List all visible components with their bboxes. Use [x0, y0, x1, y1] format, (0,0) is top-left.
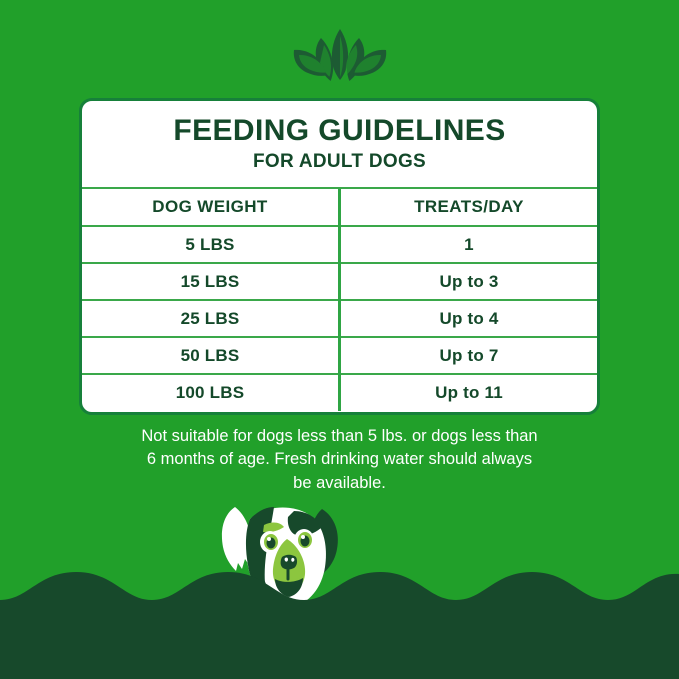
dog-chin-patch [275, 578, 303, 597]
cell-dog-weight: 5 LBS [82, 226, 341, 264]
cell-dog-weight: 50 LBS [82, 337, 341, 375]
table-row: 15 LBS Up to 3 [82, 263, 597, 301]
dog-left-eye-highlight [267, 537, 271, 541]
cell-treats-per-day: Up to 4 [339, 300, 597, 338]
table-row: 100 LBS Up to 11 [82, 374, 597, 411]
table-header-row: DOG WEIGHT TREATS/DAY [82, 189, 597, 227]
dog-nostril-right [291, 557, 295, 562]
dog-face-illustration [190, 495, 390, 615]
page-subtitle: FOR ADULT DOGS [252, 151, 427, 173]
grass-hill-shape [0, 572, 679, 679]
cell-dog-weight: 25 LBS [82, 300, 341, 338]
dog-nostril-left [284, 557, 288, 562]
table-header: DOG WEIGHT TREATS/DAY [82, 189, 597, 227]
table-row: 5 LBS 1 [82, 226, 597, 264]
disclaimer-line-2: 6 months of age. Fresh drinking water sh… [146, 450, 533, 469]
cell-dog-weight: 15 LBS [82, 263, 341, 301]
disclaimer-text: Not suitable for dogs less than 5 lbs. o… [80, 425, 599, 495]
dog-head-patch-right [287, 511, 322, 536]
logo-container [0, 28, 679, 84]
feeding-guidelines-card: FEEDING GUIDELINES FOR ADULT DOGS DOG WE… [79, 98, 600, 415]
dog-svg [221, 507, 338, 609]
table-row: 50 LBS Up to 7 [82, 337, 597, 375]
page-title: FEEDING GUIDELINES [173, 113, 506, 147]
column-header-treats-per-day: TREATS/DAY [339, 189, 597, 227]
column-header-dog-weight: DOG WEIGHT [82, 189, 341, 227]
dog-right-eye-highlight [301, 535, 305, 539]
cell-treats-per-day: Up to 3 [339, 263, 597, 301]
sprout-leaves-logo [293, 29, 386, 81]
disclaimer-line-1: Not suitable for dogs less than 5 lbs. o… [141, 427, 538, 445]
table-body: 5 LBS 1 15 LBS Up to 3 25 LBS Up to 4 50… [82, 226, 597, 411]
cell-treats-per-day: 1 [339, 226, 597, 264]
grass-hill-band [0, 572, 679, 679]
cell-dog-weight: 100 LBS [82, 374, 341, 411]
cell-treats-per-day: Up to 11 [435, 383, 503, 402]
dog-left-ear [221, 507, 252, 571]
dog-brow-green [263, 522, 284, 533]
disclaimer-line-3: be available. [293, 473, 386, 492]
table-row: 25 LBS Up to 4 [82, 300, 597, 338]
feeding-guidelines-table: DOG WEIGHT TREATS/DAY 5 LBS 1 15 LBS Up … [82, 189, 597, 411]
cell-treats-per-day: Up to 7 [339, 337, 597, 375]
card-header: FEEDING GUIDELINES FOR ADULT DOGS [82, 101, 597, 189]
